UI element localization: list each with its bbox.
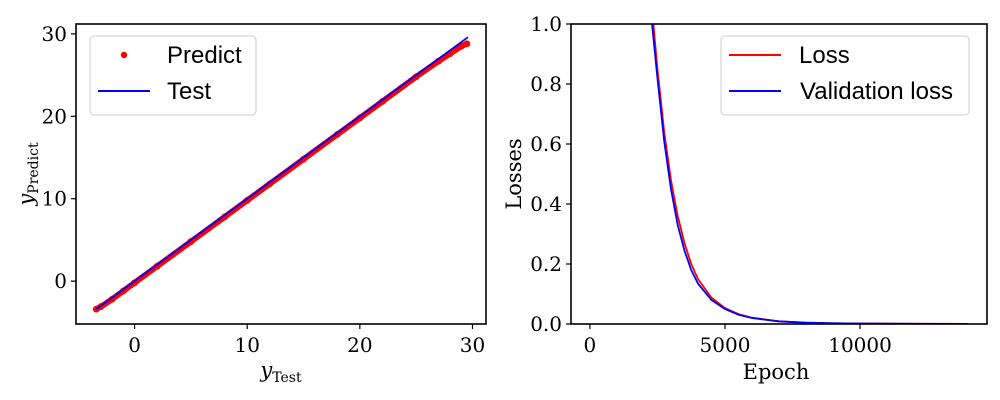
loss-y-tick-label: 0.4: [530, 192, 562, 216]
scatter-panel: 0 10 20 30 0 10 20 30 yTest yPredict Predict Te…: [14, 22, 487, 386]
scatter-x-tick-label: 0: [128, 333, 141, 357]
scatter-point: [243, 196, 251, 204]
loss-x-tick-label: 5000: [700, 333, 751, 357]
scatter-point: [356, 114, 364, 122]
loss-y-tick-label: 0.0: [530, 312, 562, 336]
scatter-series-layer: [92, 36, 471, 313]
scatter-point: [221, 213, 229, 221]
scatter-x-axis-label: yTest: [259, 358, 302, 386]
loss-y-tick-label: 0.8: [530, 72, 562, 96]
loss-axes-frame: [570, 23, 988, 325]
scatter-point: [378, 98, 386, 105]
scatter-x-tick-label: 30: [460, 333, 485, 357]
scatter-legend-frame: [89, 35, 257, 116]
legend-loss-label: Loss: [799, 42, 850, 69]
loss-panel: 0 5000 10000 0.0 0.2 0.4 0.6 0.8 1.0 Epoch Losse…: [502, 12, 988, 384]
loss-y-tick-label: 0.2: [530, 252, 562, 276]
scatter-point: [457, 42, 465, 50]
scatter-series-predict: [92, 40, 471, 313]
scatter-x-tick-label: 20: [347, 333, 372, 357]
scatter-point: [119, 287, 127, 295]
loss-ticks: 0 5000 10000 0.0 0.2 0.4 0.6 0.8 1.0: [530, 12, 892, 357]
scatter-point: [187, 238, 195, 245]
scatter-point: [131, 279, 138, 287]
loss-x-tick-label: 0: [584, 333, 597, 357]
scatter-point: [266, 180, 274, 188]
scatter-series-test: [95, 36, 469, 310]
legend-predict-marker: [120, 51, 128, 59]
loss-y-axis-label: Losses: [502, 138, 526, 209]
scatter-ticks: 0 10 20 30 0 10 20 30: [42, 22, 486, 357]
legend-validation-label: Validation loss: [800, 78, 953, 105]
scatter-y-tick-label: 30: [42, 22, 67, 46]
scatter-point: [300, 155, 307, 163]
scatter-plot-area: [92, 36, 471, 313]
scatter-point: [412, 73, 420, 81]
scatter-y-tick-label: 20: [42, 104, 67, 128]
scatter-x-tick-label: 10: [234, 333, 259, 357]
loss-legend-frame: [720, 35, 970, 116]
scatter-point: [153, 262, 161, 270]
scatter-y-tick-label: 0: [54, 269, 67, 293]
loss-legend: Loss Validation loss: [720, 35, 970, 116]
loss-x-axis-label: Epoch: [743, 360, 810, 384]
scatter-y-tick-label: 10: [42, 187, 67, 211]
legend-test-label: Test: [167, 78, 211, 105]
scatter-y-axis-label: yPredict: [14, 142, 42, 207]
scatter-point: [108, 295, 116, 303]
scatter-legend: Predict Test: [89, 35, 257, 116]
scatter-point: [463, 40, 471, 48]
legend-predict-label: Predict: [167, 42, 242, 69]
scatter-point: [333, 131, 341, 138]
loss-y-tick-label: 0.6: [530, 132, 562, 156]
loss-y-tick-label: 1.0: [530, 12, 562, 36]
scatter-axes-frame: [75, 23, 487, 325]
loss-x-tick-label: 10000: [828, 333, 892, 357]
